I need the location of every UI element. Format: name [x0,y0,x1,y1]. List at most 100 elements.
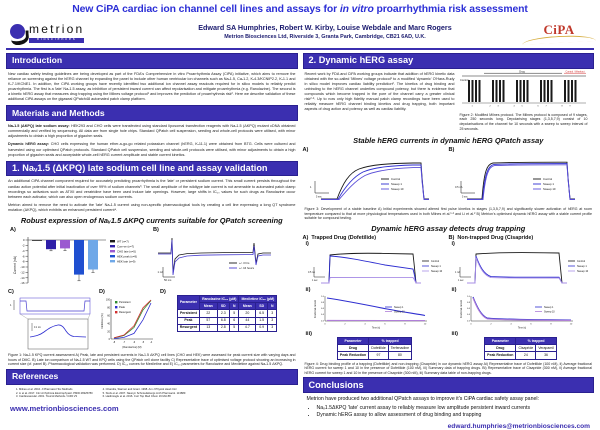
cell-value: 20 [238,309,257,318]
svg-text:Sweep 1: Sweep 1 [394,306,404,309]
conclusions-intro: Metrion have produced two additional QPa… [306,396,539,403]
figure1-panel-a-label: A) [10,227,16,234]
svg-text:2: 2 [489,105,491,107]
svg-text:0.8: 0.8 [320,302,324,304]
cell-value: 24 [515,351,537,360]
svg-text:5 sec: 5 sec [316,196,323,199]
materials-para-2: Dynamic hERG assay: CHO cells expressing… [8,142,296,157]
figure3-row: A) 1 5 sec Control Sweep 1 [303,147,595,205]
metrion-mark-icon [10,23,30,46]
svg-text:-14: -14 [20,276,25,280]
title-italic: in vitro [339,4,374,15]
cell-row-label: Resurgent [176,323,201,332]
svg-text:1: 1 [310,185,312,189]
svg-text:6: 6 [537,105,539,107]
section-heading-materials: Materials and Methods [6,105,298,122]
author-names: Edward SA Humphries, Robert W. Kirby, Lo… [198,22,452,32]
th-ran-n: N [228,302,240,311]
cell-value: Cisapride [515,344,537,353]
svg-text:Control: Control [460,78,469,82]
figure4bi-cisapride-trace: 1 nA 1 sec Control Sweep 1 Sweep 10 [455,252,589,284]
figure1a-barchart: 0 -2 -4-6 -8-10 -12-14 -16 Current (nA) [13,237,137,285]
metrion-logo: metrion biosciences [4,21,128,46]
svg-text:-6: -6 [133,341,136,344]
svg-text:0: 0 [324,324,326,326]
figure1-bottom-row: C) 1 0.1 nA [6,289,298,351]
introduction-body: New cardiac safety testing guidelines ar… [8,71,296,102]
svg-text:Current (nA): Current (nA) [13,256,17,274]
section-heading-references: References [6,368,298,385]
table-header-row: Parameter % trapped [336,336,413,346]
figure2-caption-text: Figure 2: Modified Milnes protocol. The … [459,112,588,131]
svg-text:Sweep 10: Sweep 10 [391,187,404,191]
svg-text:Time (s): Time (s) [371,328,380,330]
figure2-caption: Figure 2: Modified Milnes protocol. The … [460,113,588,131]
svg-text:0.8: 0.8 [466,302,470,304]
conclusion-item: Dynamic hERG assay to allow assessment o… [317,412,595,419]
cell-value: 6 [228,316,240,325]
materials-para-2-label: Dynamic hERG assay: [8,142,50,147]
th-mex-sd: SD [255,302,269,311]
svg-text:-8: -8 [22,260,25,264]
svg-text:Sweep 1: Sweep 1 [391,182,402,186]
figure3-caption: Figure 3: Development of a stable baseli… [304,207,593,221]
cell-value: Terfenadine [387,344,413,353]
svg-text:Control: Control [543,177,552,181]
figure1-caption: Figure 1: Naᵥ1.5 KPQ current assessment … [8,353,296,367]
reference-item: Li et al. 2017. Circ Arrhythmia Electrop… [19,392,93,396]
svg-text:Sweep 10: Sweep 10 [394,310,405,313]
svg-text:Sweep 1: Sweep 1 [544,306,554,309]
table-row: Drug Dofetilide Terfenadine [336,344,413,353]
website-link[interactable]: www.metrionbiosciences.com [10,404,119,414]
svg-text:Control: Control [577,260,586,263]
svg-text:4: 4 [510,324,512,326]
logo-subtitle: biosciences [29,38,85,43]
svg-text:0: 0 [470,324,472,326]
cell-value: 0.9 [255,323,269,332]
logo-wordmark: metrion [29,22,85,37]
svg-text:-5: -5 [142,341,145,344]
th-parameter: Parameter [484,336,517,346]
materials-para-1: Naᵥ1.5 (ΔKPQ) late sodium assay: HEK293 … [8,124,296,139]
figure4-b-i-label: i) [451,240,455,247]
cell-value: 13 [199,323,218,332]
svg-text:Fractional current: Fractional current [314,300,317,318]
figure4-b-iii-label: iii) [451,330,459,337]
figure4-panel-a-label: A) [302,234,309,241]
svg-text:Sweep 10: Sweep 10 [577,270,589,273]
title-part-2: proarrhythmia risk assessment [373,4,528,15]
svg-text:0.6: 0.6 [466,308,470,310]
figure1-panel-c-label: C) [8,289,14,296]
reference-item: Chandra, Starmer and Grant. 1998. Am J P… [106,388,186,392]
references-left: Milnes et al. 2010. J Pharmacol Tox Meth… [12,388,93,400]
svg-text:-12: -12 [20,271,25,275]
figure4-caption: Figure 4: Drug binding profile of a trap… [304,361,593,375]
header-bar: metrion biosciences Edward SA Humphries,… [4,17,597,47]
figure2-milnes-protocol: Control Drug Control / Washout [460,69,586,107]
table-row: Peak 57 6.8 6 44 1.5 3 [176,316,278,325]
svg-text:10: 10 [423,324,426,326]
svg-text:0.2: 0.2 [320,321,324,323]
th-pct-trapped: % trapped [368,336,413,346]
author-block: Edward SA Humphries, Robert W. Kirby, Lo… [128,23,522,42]
reference-item: Stork et al. 2007. Naunyn Schmiedebergs … [106,392,186,396]
svg-text:HEK late (n=9): HEK late (n=9) [117,259,135,263]
cell-value: 80 [387,351,413,360]
svg-text:Drug: Drug [519,69,525,73]
reference-item: Hadimioglu et al. 2016. Curr Top Med Che… [106,395,186,399]
svg-text:60: 60 [107,315,110,318]
svg-text:1.0: 1.0 [320,296,324,298]
cell-value: 2.8 [216,323,230,332]
svg-text:7: 7 [545,105,547,107]
svg-text:Peak: Peak [119,305,126,309]
th-mex-mean: Mean [238,302,257,311]
section1-body-1: An additional CiPA channel component req… [8,179,296,199]
cipa-swash-icon [521,34,597,45]
cipa-logo: CiPA [521,21,597,45]
svg-text:+/- 3 hrs: +/- 3 hrs [239,261,250,265]
figure4ai-dofetilide-trace: 0.5 nA 1 sec Control Sweep 1 Sweep 10 [308,252,442,284]
svg-text:HEK peak (n=9): HEK peak (n=9) [117,254,137,258]
svg-text:Sweep 10: Sweep 10 [544,310,555,313]
figure3a-herg-traces: 1 5 sec Control Sweep 1 Sweep 10 [310,162,429,201]
